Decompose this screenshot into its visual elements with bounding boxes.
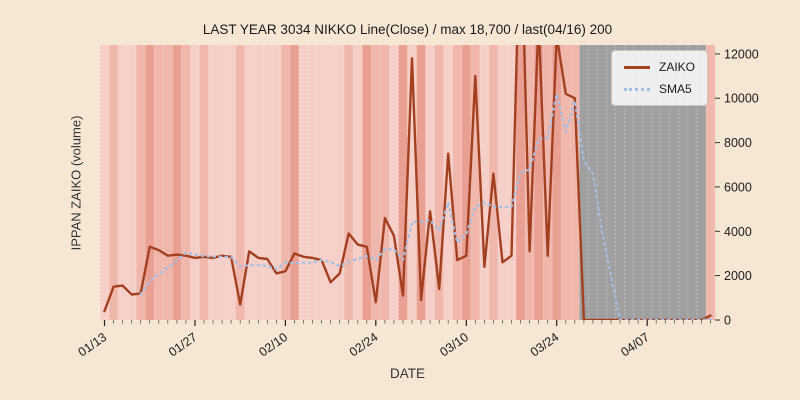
day-band — [308, 45, 318, 320]
nodata-band — [633, 45, 644, 320]
x-tick-label: 03/24 — [528, 330, 562, 359]
day-band — [425, 45, 436, 320]
x-tick-label: 02/24 — [347, 330, 381, 359]
day-band — [190, 45, 200, 320]
day-band — [127, 45, 137, 320]
x-tick-label: 01/27 — [166, 330, 200, 359]
y-tick-label: 12000 — [724, 47, 759, 61]
legend-item-zaiko: ZAIKO — [623, 60, 695, 74]
nodata-band — [651, 45, 662, 320]
y-tick-label: 4000 — [724, 225, 752, 239]
series-line-zaiko — [103, 45, 712, 320]
nodata-band — [687, 45, 698, 320]
y-tick-label: 2000 — [724, 269, 752, 283]
day-band — [470, 45, 481, 320]
day-band — [317, 45, 327, 320]
day-band — [443, 45, 454, 320]
nodata-band — [588, 45, 598, 320]
x-tick-label: 03/10 — [437, 330, 471, 359]
day-band — [534, 45, 544, 320]
day-band — [452, 45, 463, 320]
nodata-band — [606, 45, 616, 320]
nodata-band — [579, 45, 589, 320]
day-band — [506, 45, 517, 320]
day-band — [235, 45, 246, 320]
day-band — [280, 45, 291, 320]
y-tick-label: 8000 — [724, 136, 752, 150]
day-band — [434, 45, 445, 320]
day-band — [100, 45, 110, 320]
day-band — [154, 45, 164, 320]
chart-title: LAST YEAR 3034 NIKKO Line(Close) / max 1… — [202, 22, 613, 37]
day-band — [407, 45, 417, 320]
day-band — [217, 45, 228, 320]
y-tick-label: 0 — [724, 314, 731, 328]
legend: ZAIKO SMA5 — [610, 50, 708, 106]
day-band — [371, 45, 381, 320]
day-band — [497, 45, 508, 320]
y-tick-label: 10000 — [724, 92, 759, 106]
day-band — [353, 45, 363, 320]
x-tick-label: 01/13 — [76, 330, 110, 359]
day-band — [244, 45, 255, 320]
nodata-band — [696, 45, 707, 320]
nodata-band — [660, 45, 671, 320]
legend-label-zaiko: ZAIKO — [658, 60, 695, 74]
day-band — [416, 45, 426, 320]
day-band — [118, 45, 128, 320]
day-band — [516, 45, 526, 320]
day-band — [326, 45, 336, 320]
x-axis-label: DATE — [389, 366, 425, 381]
day-band — [380, 45, 390, 320]
day-band — [479, 45, 490, 320]
series-line-sma5 — [139, 92, 712, 320]
day-band — [389, 45, 399, 320]
nodata-band — [615, 45, 625, 320]
day-band — [570, 45, 580, 320]
day-band — [226, 45, 237, 320]
legend-label-sma5: SMA5 — [658, 82, 692, 96]
day-band — [705, 45, 716, 320]
sma5-line-swatch — [623, 87, 650, 91]
legend-item-sma5: SMA5 — [623, 82, 695, 96]
day-band — [298, 45, 309, 320]
day-band — [253, 45, 264, 320]
nodata-band — [669, 45, 680, 320]
nodata-band — [597, 45, 607, 320]
day-band — [461, 45, 472, 320]
day-band — [136, 45, 146, 320]
day-band — [145, 45, 155, 320]
x-tick-label: 04/07 — [618, 330, 652, 359]
day-band — [362, 45, 372, 320]
nodata-band — [642, 45, 653, 320]
x-tick-label: 02/10 — [256, 330, 290, 359]
day-band — [109, 45, 119, 320]
day-band — [543, 45, 553, 320]
day-band — [271, 45, 282, 320]
day-band — [163, 45, 173, 320]
day-band — [289, 45, 300, 320]
day-band — [525, 45, 535, 320]
y-tick-label: 6000 — [724, 180, 752, 194]
day-band — [208, 45, 218, 320]
day-band — [344, 45, 354, 320]
day-band — [398, 45, 408, 320]
day-band — [561, 45, 571, 320]
day-band — [181, 45, 191, 320]
day-band — [335, 45, 345, 320]
day-band — [552, 45, 562, 320]
nodata-band — [678, 45, 689, 320]
day-band — [199, 45, 209, 320]
zaiko-line-swatch — [623, 65, 650, 69]
day-band — [172, 45, 182, 320]
nodata-band — [624, 45, 634, 320]
day-band — [262, 45, 273, 320]
